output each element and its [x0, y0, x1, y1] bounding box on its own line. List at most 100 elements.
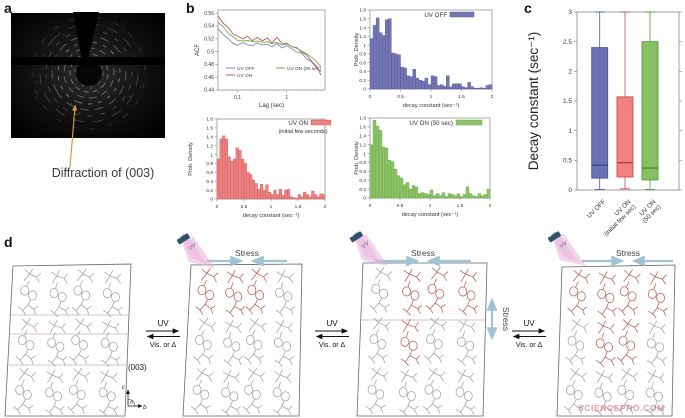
diffraction-caption: Diffraction of (003): [51, 166, 155, 180]
svg-text:1.6: 1.6: [359, 16, 366, 22]
svg-text:UV OFF: UV OFF: [237, 66, 255, 72]
svg-text:Vis. or Δ: Vis. or Δ: [150, 342, 177, 349]
svg-text:1.5: 1.5: [458, 94, 465, 100]
svg-text:UV OFF: UV OFF: [586, 198, 607, 219]
crystal-mechanism-diagram: (003) c b α UV Vis. or Δ UV Vis. or Δ UV Vis. or …: [4, 231, 676, 417]
svg-text:decay constant (sec⁻¹): decay constant (sec⁻¹): [403, 103, 460, 109]
svg-text:Stress: Stress: [411, 248, 435, 258]
svg-text:0.4: 0.4: [359, 69, 366, 75]
svg-text:0: 0: [363, 196, 366, 202]
svg-text:0.56: 0.56: [204, 11, 214, 17]
svg-text:UV: UV: [559, 240, 570, 250]
svg-text:1: 1: [363, 43, 366, 49]
svg-text:UV: UV: [523, 319, 535, 328]
svg-text:Stress: Stress: [235, 248, 259, 258]
svg-text:2: 2: [568, 69, 572, 76]
svg-text:0.5: 0.5: [397, 203, 404, 209]
svg-text:0: 0: [216, 204, 219, 210]
svg-text:1.4: 1.4: [359, 133, 366, 139]
svg-text:1.2: 1.2: [359, 34, 366, 40]
svg-text:2: 2: [491, 94, 494, 100]
svg-text:1: 1: [363, 151, 366, 157]
svg-text:2: 2: [489, 203, 492, 209]
svg-text:1.6: 1.6: [359, 125, 366, 131]
svg-text:2: 2: [324, 204, 327, 210]
svg-text:0.4: 0.4: [359, 178, 366, 184]
svg-text:Lag (sec): Lag (sec): [259, 103, 284, 109]
svg-text:1.5: 1.5: [563, 98, 572, 105]
svg-text:UV: UV: [188, 242, 199, 252]
svg-text:ACF: ACF: [195, 44, 201, 56]
svg-text:2.5: 2.5: [563, 39, 572, 46]
svg-text:1: 1: [285, 95, 288, 101]
svg-text:0.5: 0.5: [241, 204, 248, 210]
svg-text:UV: UV: [157, 319, 169, 328]
svg-text:UV ON (50 sec): UV ON (50 sec): [287, 66, 321, 72]
svg-text:UV: UV: [326, 319, 338, 328]
svg-text:1.5: 1.5: [457, 203, 464, 209]
panel-label-d: d: [4, 234, 13, 250]
svg-text:0.6: 0.6: [206, 170, 213, 176]
svg-text:1.2: 1.2: [206, 143, 213, 149]
svg-text:0: 0: [568, 187, 572, 194]
decay-constant-boxplot: 0 0.5 1 1.5 2 2.5 3 Decay constant (sec⁻¹) UV OF…: [526, 9, 682, 238]
svg-text:0.2: 0.2: [206, 188, 213, 194]
svg-text:0.52: 0.52: [204, 37, 214, 43]
svg-text:UV ON (50 sec): UV ON (50 sec): [409, 120, 453, 127]
svg-text:3: 3: [568, 9, 572, 16]
svg-text:0: 0: [369, 94, 372, 100]
svg-text:SCIENCEPRO.COM: SCIENCEPRO.COM: [578, 403, 665, 413]
svg-text:Decay constant (sec⁻¹): Decay constant (sec⁻¹): [526, 32, 541, 170]
svg-text:1.4: 1.4: [359, 25, 366, 31]
svg-text:0.46: 0.46: [204, 75, 214, 81]
svg-text:α: α: [130, 400, 134, 406]
svg-text:Vis. or Δ: Vis. or Δ: [516, 342, 543, 349]
svg-text:Stress: Stress: [501, 307, 511, 331]
svg-text:0: 0: [363, 87, 366, 93]
svg-text:UV ON: UV ON: [288, 120, 308, 127]
svg-text:0.48: 0.48: [204, 62, 214, 68]
annotation-arrow: [69, 104, 78, 168]
svg-text:1: 1: [430, 94, 433, 100]
svg-text:1.5: 1.5: [295, 204, 302, 210]
svg-text:Prob. Density: Prob. Density: [188, 142, 194, 176]
panel-label-a: a: [4, 0, 12, 16]
svg-text:0.8: 0.8: [359, 160, 366, 166]
svg-text:0.5: 0.5: [207, 49, 214, 55]
svg-text:UV: UV: [361, 240, 372, 250]
svg-text:0.2: 0.2: [359, 187, 366, 193]
svg-text:1.6: 1.6: [206, 126, 213, 132]
svg-text:(003): (003): [128, 363, 147, 372]
histogram-uv-on-50sec: 0 0.2 0.4 0.6 0.8 1 1.2 1.4 1.6 1.8 0 0.5 1 1.5 2 decay…: [354, 116, 492, 218]
svg-text:0: 0: [210, 197, 213, 203]
panel-label-b: b: [186, 0, 195, 16]
svg-text:Prob. Density: Prob. Density: [354, 33, 360, 67]
svg-text:0: 0: [369, 203, 372, 209]
svg-text:1: 1: [568, 128, 572, 135]
svg-text:0.44: 0.44: [204, 88, 214, 94]
svg-text:0.5: 0.5: [563, 158, 572, 165]
svg-text:1: 1: [210, 152, 213, 158]
svg-text:Vis. or Δ: Vis. or Δ: [319, 342, 346, 349]
panel-label-c: c: [524, 0, 532, 16]
svg-text:0.2: 0.2: [359, 78, 366, 84]
svg-text:0.1: 0.1: [234, 95, 241, 101]
svg-text:1.8: 1.8: [206, 117, 213, 123]
svg-text:b: b: [143, 404, 147, 411]
svg-text:0.6: 0.6: [359, 169, 366, 175]
svg-text:1.8: 1.8: [359, 116, 366, 122]
svg-text:decay constant (sec⁻¹): decay constant (sec⁻¹): [402, 212, 459, 218]
svg-text:1.8: 1.8: [359, 8, 366, 14]
svg-text:Prob. Density: Prob. Density: [354, 141, 360, 175]
svg-text:UV OFF: UV OFF: [424, 12, 447, 19]
svg-text:0.8: 0.8: [206, 161, 213, 167]
svg-text:(initial few seconds): (initial few seconds): [278, 129, 327, 135]
diffraction-image: [11, 12, 165, 138]
svg-text:0.6: 0.6: [359, 60, 366, 66]
svg-text:0.5: 0.5: [397, 94, 404, 100]
svg-text:UV ON: UV ON: [237, 73, 253, 79]
svg-text:1: 1: [270, 204, 273, 210]
svg-text:c: c: [122, 384, 126, 391]
